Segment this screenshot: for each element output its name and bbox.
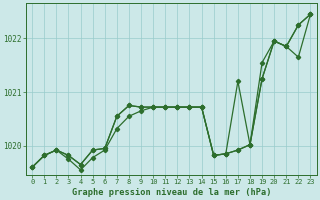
X-axis label: Graphe pression niveau de la mer (hPa): Graphe pression niveau de la mer (hPa) — [72, 188, 271, 197]
